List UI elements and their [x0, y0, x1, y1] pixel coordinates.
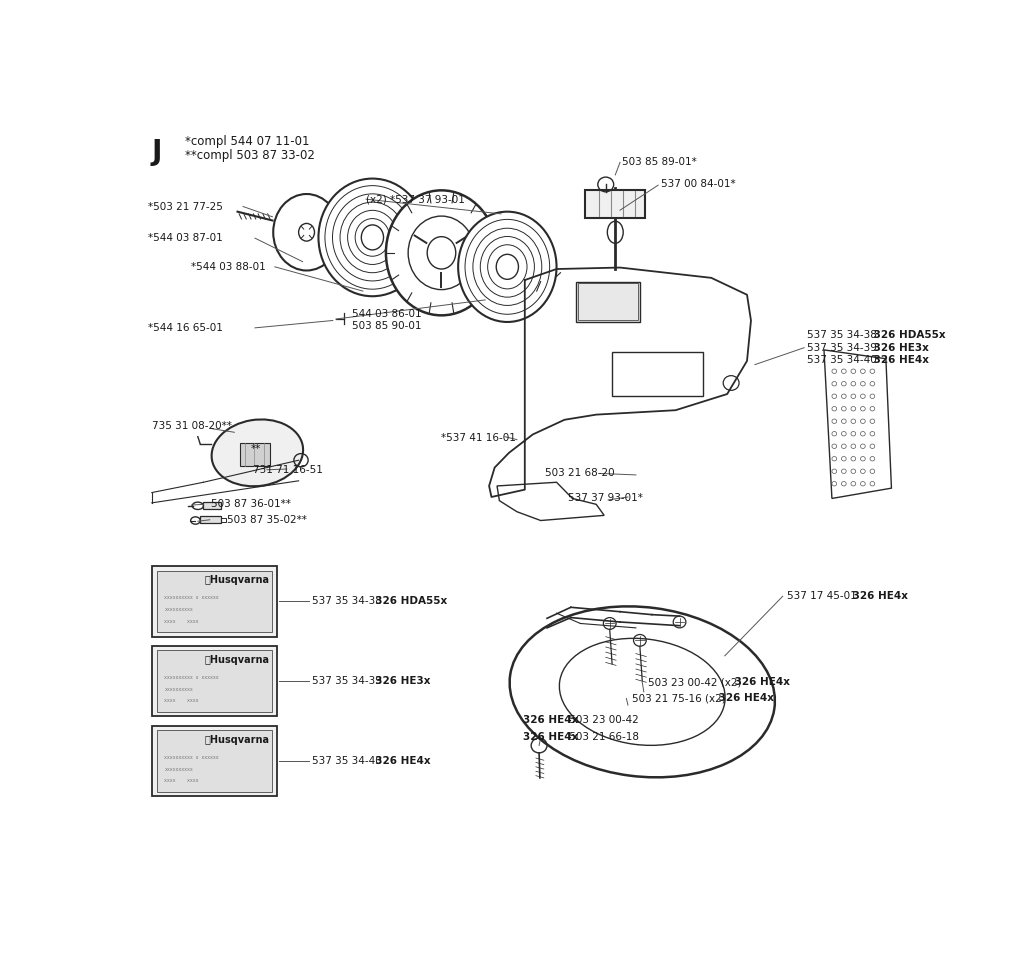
Bar — [578, 283, 638, 321]
Text: 326 HE3x: 326 HE3x — [369, 676, 431, 686]
Bar — [240, 442, 270, 466]
Text: *503 21 77-25: *503 21 77-25 — [147, 202, 222, 211]
Text: 326 HE4x: 326 HE4x — [523, 714, 579, 725]
Bar — [152, 726, 278, 796]
Bar — [585, 190, 645, 218]
Bar — [157, 650, 272, 711]
Text: 326 HE3x: 326 HE3x — [870, 343, 929, 352]
Text: xxxx    xxxx: xxxx xxxx — [164, 778, 199, 783]
Bar — [577, 282, 640, 322]
Text: ⓈHusqvarna: ⓈHusqvarna — [205, 734, 269, 745]
Bar — [204, 502, 221, 509]
Ellipse shape — [386, 190, 497, 315]
Text: 326 HE4x: 326 HE4x — [870, 355, 929, 365]
Text: **: ** — [251, 444, 261, 455]
Text: 503 87 36-01**: 503 87 36-01** — [211, 499, 291, 509]
Text: 503 87 35-02**: 503 87 35-02** — [227, 515, 307, 525]
Text: 326 HE4x: 326 HE4x — [523, 732, 579, 742]
Text: xxxxxxxxxx: xxxxxxxxxx — [164, 767, 194, 772]
Bar — [221, 518, 225, 522]
Text: 326 HDA55x: 326 HDA55x — [870, 330, 945, 340]
Text: xxxxxxxxxx x xxxxxx: xxxxxxxxxx x xxxxxx — [164, 755, 219, 760]
Ellipse shape — [458, 212, 557, 322]
Ellipse shape — [273, 194, 340, 270]
Bar — [152, 646, 278, 716]
Text: xxxxxxxxxx x xxxxxx: xxxxxxxxxx x xxxxxx — [164, 595, 219, 601]
Bar — [201, 516, 221, 523]
Bar — [612, 352, 703, 396]
Text: *compl 544 07 11-01: *compl 544 07 11-01 — [185, 136, 309, 148]
Text: 326 HE4x: 326 HE4x — [715, 693, 774, 704]
Text: 537 35 34-38: 537 35 34-38 — [807, 330, 877, 340]
Text: 537 35 34-39: 537 35 34-39 — [312, 676, 382, 686]
Bar — [157, 570, 272, 632]
Text: **compl 503 87 33-02: **compl 503 87 33-02 — [185, 149, 315, 162]
Text: 503 21 68-20: 503 21 68-20 — [545, 468, 614, 478]
Text: 537 35 34-38: 537 35 34-38 — [312, 597, 382, 606]
Text: 537 35 34-40: 537 35 34-40 — [807, 355, 877, 365]
Text: ⓈHusqvarna: ⓈHusqvarna — [205, 654, 269, 665]
Text: 326 HDA55x: 326 HDA55x — [369, 597, 447, 606]
Text: *544 03 88-01: *544 03 88-01 — [191, 262, 266, 272]
Text: 735 31 08-20**: 735 31 08-20** — [152, 421, 231, 432]
Ellipse shape — [510, 606, 775, 777]
Text: xxxx    xxxx: xxxx xxxx — [164, 619, 199, 624]
Text: 326 HE4x: 326 HE4x — [849, 590, 907, 601]
Text: xxxxxxxxxx: xxxxxxxxxx — [164, 687, 194, 691]
Text: 503 21 75-16 (x2): 503 21 75-16 (x2) — [632, 693, 726, 704]
Text: 503 85 90-01: 503 85 90-01 — [352, 322, 421, 331]
Text: 537 17 45-01: 537 17 45-01 — [786, 590, 856, 601]
Text: 537 35 34-39: 537 35 34-39 — [807, 343, 877, 352]
Text: xxxxxxxxxx x xxxxxx: xxxxxxxxxx x xxxxxx — [164, 675, 219, 680]
Ellipse shape — [212, 419, 303, 486]
Text: *544 16 65-01: *544 16 65-01 — [147, 323, 222, 333]
Polygon shape — [824, 350, 892, 499]
Text: 503 23 00-42 (x2): 503 23 00-42 (x2) — [648, 677, 741, 688]
Bar — [152, 566, 278, 637]
Text: 731 71 16-51: 731 71 16-51 — [253, 465, 323, 475]
Text: 503 23 00-42: 503 23 00-42 — [566, 714, 639, 725]
Text: J: J — [152, 138, 162, 166]
Text: 503 21 66-18: 503 21 66-18 — [566, 732, 639, 742]
Text: 537 00 84-01*: 537 00 84-01* — [662, 180, 736, 189]
Text: (x2) *537 37 93-01: (x2) *537 37 93-01 — [367, 194, 465, 204]
Text: *537 41 16-01: *537 41 16-01 — [441, 434, 516, 443]
Text: xxxx    xxxx: xxxx xxxx — [164, 698, 199, 703]
Ellipse shape — [318, 179, 426, 296]
Text: 537 35 34-40: 537 35 34-40 — [312, 756, 382, 766]
Text: *544 03 87-01: *544 03 87-01 — [147, 233, 222, 244]
Bar — [157, 730, 272, 792]
Text: 537 37 93-01*: 537 37 93-01* — [568, 494, 643, 503]
Text: ⓈHusqvarna: ⓈHusqvarna — [205, 575, 269, 585]
Text: 503 85 89-01*: 503 85 89-01* — [622, 157, 696, 167]
Text: 544 03 86-01: 544 03 86-01 — [352, 308, 422, 319]
Text: 326 HE4x: 326 HE4x — [731, 677, 791, 688]
Text: 326 HE4x: 326 HE4x — [369, 756, 431, 766]
Text: xxxxxxxxxx: xxxxxxxxxx — [164, 607, 194, 612]
